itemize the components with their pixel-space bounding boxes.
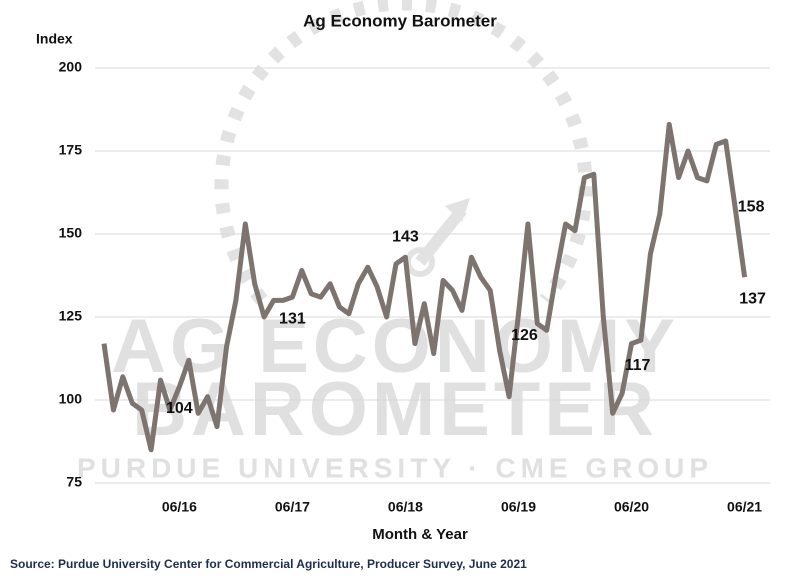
x-axis-title: Month & Year bbox=[372, 526, 468, 543]
x-tick-label: 06/21 bbox=[727, 499, 762, 515]
data-label: 131 bbox=[279, 310, 306, 327]
data-label: 104 bbox=[166, 400, 193, 417]
watermark: PURDUE UNIVERSITY · CME GROUP bbox=[77, 452, 713, 483]
y-tick-label: 200 bbox=[59, 59, 83, 75]
x-tick-label: 06/16 bbox=[162, 499, 197, 515]
y-tick-label: 150 bbox=[59, 225, 83, 241]
x-tick-label: 06/17 bbox=[275, 499, 310, 515]
data-label: 158 bbox=[738, 199, 765, 216]
y-tick-label: 175 bbox=[59, 142, 83, 158]
chart-title: Ag Economy Barometer bbox=[303, 11, 497, 30]
x-tick-label: 06/19 bbox=[501, 499, 536, 515]
data-label: 126 bbox=[511, 327, 538, 344]
data-label: 137 bbox=[739, 290, 766, 307]
x-tick-label: 06/18 bbox=[388, 499, 423, 515]
y-tick-label: 75 bbox=[66, 474, 82, 490]
data-label: 143 bbox=[392, 228, 419, 245]
x-tick-label: 06/20 bbox=[614, 499, 649, 515]
y-tick-label: 125 bbox=[59, 308, 83, 324]
watermark: AG ECONOMY bbox=[111, 304, 679, 389]
y-tick-label: 100 bbox=[59, 391, 83, 407]
y-axis-title: Index bbox=[36, 31, 73, 47]
source-note: Source: Purdue University Center for Com… bbox=[10, 557, 527, 571]
data-line bbox=[101, 121, 748, 453]
data-label: 117 bbox=[625, 357, 651, 374]
